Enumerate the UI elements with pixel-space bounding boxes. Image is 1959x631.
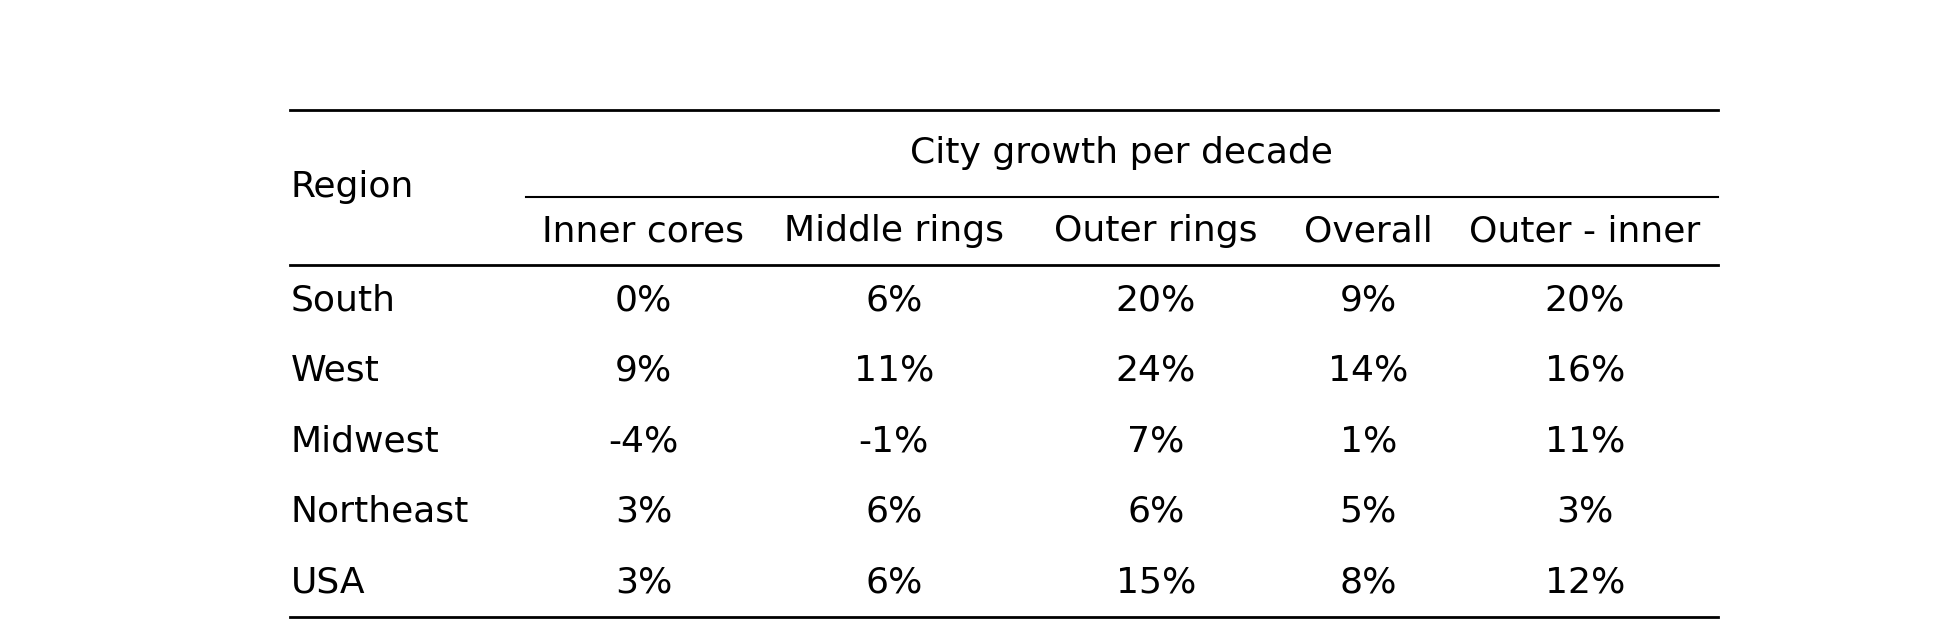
Text: 6%: 6%	[866, 495, 923, 529]
Text: Outer rings: Outer rings	[1054, 214, 1258, 248]
Text: 0%: 0%	[615, 283, 672, 317]
Text: -1%: -1%	[858, 424, 929, 458]
Text: Middle rings: Middle rings	[784, 214, 1003, 248]
Text: Overall: Overall	[1305, 214, 1432, 248]
Text: 9%: 9%	[1340, 283, 1397, 317]
Text: Midwest: Midwest	[290, 424, 439, 458]
Text: 11%: 11%	[854, 354, 934, 388]
Text: City growth per decade: City growth per decade	[911, 136, 1332, 170]
Text: 15%: 15%	[1115, 565, 1197, 599]
Text: 9%: 9%	[615, 354, 672, 388]
Text: 6%: 6%	[866, 283, 923, 317]
Text: 7%: 7%	[1126, 424, 1185, 458]
Text: Region: Region	[290, 170, 413, 204]
Text: 3%: 3%	[615, 565, 672, 599]
Text: 14%: 14%	[1328, 354, 1409, 388]
Text: 6%: 6%	[866, 565, 923, 599]
Text: 3%: 3%	[1555, 495, 1614, 529]
Text: 24%: 24%	[1115, 354, 1197, 388]
Text: 11%: 11%	[1544, 424, 1624, 458]
Text: South: South	[290, 283, 396, 317]
Text: Outer - inner: Outer - inner	[1469, 214, 1700, 248]
Text: 3%: 3%	[615, 495, 672, 529]
Text: 6%: 6%	[1126, 495, 1185, 529]
Text: 8%: 8%	[1340, 565, 1397, 599]
Text: 5%: 5%	[1340, 495, 1397, 529]
Text: -4%: -4%	[607, 424, 678, 458]
Text: 16%: 16%	[1544, 354, 1624, 388]
Text: Northeast: Northeast	[290, 495, 468, 529]
Text: 12%: 12%	[1544, 565, 1624, 599]
Text: West: West	[290, 354, 380, 388]
Text: Inner cores: Inner cores	[543, 214, 744, 248]
Text: 20%: 20%	[1544, 283, 1624, 317]
Text: 1%: 1%	[1340, 424, 1397, 458]
Text: 20%: 20%	[1115, 283, 1197, 317]
Text: USA: USA	[290, 565, 364, 599]
